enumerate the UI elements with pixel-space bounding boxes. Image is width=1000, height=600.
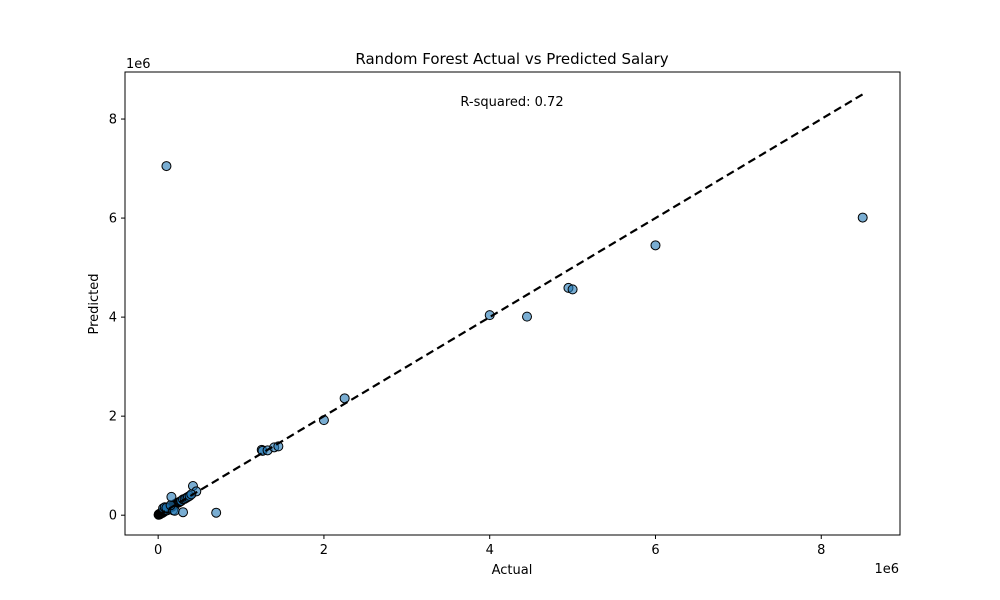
y-tick-label: 8 (109, 113, 117, 128)
y-axis-label: Predicted (87, 273, 102, 334)
axes: 0 2 4 6 8 0 2 4 6 8 (109, 71, 901, 558)
data-point (857, 212, 868, 223)
data-point (567, 284, 578, 295)
x-tick-label: 0 (154, 543, 162, 558)
y-tick-label: 4 (109, 311, 117, 326)
x-tick-label: 6 (651, 543, 659, 558)
y-tick-label: 2 (109, 410, 117, 425)
data-point (211, 507, 222, 518)
plot-area (153, 93, 868, 520)
x-axis-offset-label: 1e6 (874, 562, 899, 577)
data-point (161, 161, 172, 172)
data-point (166, 491, 177, 502)
x-tick-label: 4 (486, 543, 494, 558)
data-point (522, 311, 533, 322)
plot-frame (124, 71, 901, 536)
y-tick-label: 6 (109, 212, 117, 227)
x-tick-label: 8 (817, 543, 825, 558)
y-axis-offset-label: 1e6 (126, 57, 151, 72)
data-point (650, 240, 661, 251)
x-axis-label: Actual (492, 563, 533, 578)
r-squared-annotation: R-squared: 0.72 (460, 95, 563, 110)
data-point (339, 393, 350, 404)
x-tick-label: 2 (320, 543, 328, 558)
y-tick-label: 0 (109, 509, 117, 524)
data-point (178, 507, 189, 518)
chart-title: Random Forest Actual vs Predicted Salary (355, 50, 668, 68)
